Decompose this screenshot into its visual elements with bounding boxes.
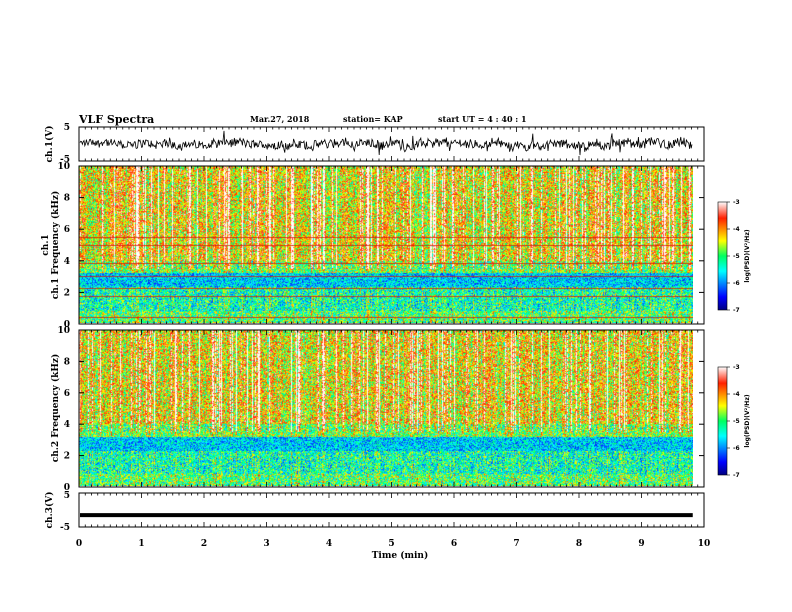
x-axis-tick-labels: 0 1 2 3 4 5 6 7 8 9 10	[76, 539, 710, 549]
ch3-waveform-panel: 5 -5 ch.3(V)	[44, 491, 705, 533]
x-tick-label: 0	[76, 539, 82, 549]
ch1-spec-ytick-label: 0	[64, 320, 70, 330]
colorbar-tick-label: -5	[733, 418, 740, 425]
ch1-ytick-top: 5	[64, 123, 70, 133]
colorbar-label: log(PSD)(V²/Hz)	[744, 394, 751, 447]
ch1-spectrogram-image	[79, 166, 693, 323]
ch2-spectrogram-image	[79, 330, 693, 486]
start-time-label: start UT = 4 : 40 : 1	[438, 114, 527, 124]
colorbar-tick-label: -4	[733, 391, 740, 398]
x-axis-label: Time (min)	[372, 550, 429, 561]
ch3-waveform-ylabel: ch.3(V)	[44, 492, 55, 529]
ch2-spec-ytick-label: 10	[57, 326, 70, 336]
ch1-spec-ytick-label: 6	[64, 225, 70, 235]
ch1-ytick-bottom: -5	[60, 155, 70, 165]
ch2-spec-ytick-label: 2	[64, 452, 70, 462]
ch3-waveform-frame	[78, 492, 705, 528]
ch2-spec-ytick-label: 6	[64, 389, 70, 399]
ch1-waveform-panel: 5 -5 ch.1(V)	[44, 123, 705, 165]
ch1-ylabel-line1: ch.1	[41, 234, 51, 255]
colorbar-label: log(PSD)(V²/Hz)	[744, 229, 751, 282]
ch2-spectrogram-panel: 0 2 4 6 8 10 ch.2 Frequency (kHz)	[50, 326, 705, 493]
x-tick-label: 10	[698, 539, 711, 549]
ch3-ytick-top: 5	[64, 491, 70, 501]
figure-title: VLF Spectra	[78, 113, 154, 126]
ch1-spectrogram-ylabel: ch.1 Frequency (kHz)	[50, 191, 61, 300]
colorbar-gradient	[717, 366, 728, 476]
colorbar-tick-label: -6	[733, 280, 740, 287]
x-tick-label: 5	[388, 539, 394, 549]
x-tick-label: 7	[513, 539, 519, 549]
ch1-waveform-trace	[79, 130, 693, 156]
ch1-spectrogram-ylabel-ch: ch.1	[41, 234, 51, 255]
ch1-spec-ytick-label: 10	[57, 162, 70, 172]
x-tick-label: 6	[451, 539, 457, 549]
colorbar-tick-label: -7	[733, 307, 740, 314]
x-tick-label: 2	[201, 539, 207, 549]
ch2-spec-ytick-label: 0	[64, 483, 70, 493]
ch1-colorbar: -3 -4 -5 -6 -7 log(PSD)(V²/Hz)	[717, 199, 751, 314]
colorbar-tick-label: -5	[733, 253, 740, 260]
ch2-spectrogram-ylabel: ch.2 Frequency (kHz)	[50, 354, 61, 463]
x-tick-label: 4	[326, 539, 332, 549]
x-tick-label: 9	[638, 539, 644, 549]
x-tick-label: 1	[138, 539, 144, 549]
colorbar-tick-label: -4	[733, 226, 740, 233]
ch1-spectrogram-panel: 0 2 4 6 8 10 ch.1 ch.1 Frequency (kHz)	[41, 162, 705, 330]
colorbar-gradient	[717, 201, 728, 311]
colorbar-tick-label: -3	[733, 199, 740, 206]
colorbar-tick-label: -7	[733, 472, 740, 479]
colorbar-tick-label: -6	[733, 445, 740, 452]
ch3-ytick-bottom: -5	[60, 523, 70, 533]
station-label: station= KAP	[343, 114, 403, 124]
x-tick-label: 8	[576, 539, 582, 549]
ch2-spec-ytick-label: 4	[64, 420, 70, 430]
ch2-colorbar: -3 -4 -5 -6 -7 log(PSD)(V²/Hz)	[717, 364, 751, 479]
ch1-spec-ytick-label: 2	[64, 288, 70, 298]
date-label: Mar.27, 2018	[250, 114, 310, 124]
ch1-spec-ytick-label: 4	[64, 257, 70, 267]
ch1-spec-ytick-label: 8	[64, 194, 70, 204]
colorbar-tick-label: -3	[733, 364, 740, 371]
x-axis-ticks	[78, 127, 705, 527]
ch2-spec-ytick-label: 8	[64, 357, 70, 367]
ch1-waveform-ylabel: ch.1(V)	[44, 126, 55, 163]
x-tick-label: 3	[263, 539, 269, 549]
